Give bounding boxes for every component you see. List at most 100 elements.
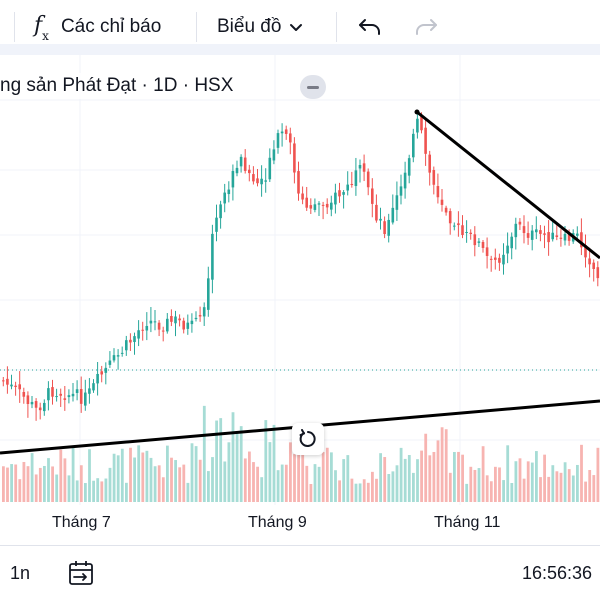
candle-body [170, 316, 173, 322]
volume-bar [223, 461, 227, 502]
redo-icon[interactable] [413, 14, 439, 40]
candle-body [227, 189, 231, 195]
volume-bar [34, 474, 38, 502]
indicators-button[interactable]: fx Các chỉ báo [34, 0, 161, 54]
candle-body [47, 388, 50, 401]
candle-body [453, 225, 456, 227]
candle-body [576, 233, 579, 236]
candle-body [112, 355, 116, 361]
volume-bar [6, 467, 9, 502]
candlesticks [2, 110, 600, 421]
candle-body [166, 318, 169, 332]
chart-type-button[interactable]: Biểu đồ [217, 0, 303, 54]
volume-bar [207, 471, 210, 502]
volume-bar [166, 445, 169, 502]
candle-body [580, 232, 583, 248]
volume-bar [55, 474, 59, 502]
volume-bar [264, 420, 268, 502]
volume-bar [362, 479, 366, 502]
volume-bar [47, 458, 50, 502]
candle-body [362, 163, 366, 172]
volume-bar [342, 459, 346, 502]
candle-body [211, 233, 214, 280]
chevron-down-icon [290, 24, 303, 31]
volume-bar [510, 483, 514, 502]
volume-bar [71, 445, 75, 502]
volume-bar [84, 483, 87, 502]
volume-bar [272, 424, 276, 502]
date-range-icon[interactable] [66, 558, 96, 588]
candle-body [133, 336, 136, 343]
candle-body [473, 234, 477, 246]
candle-body [469, 232, 472, 234]
candle-body [120, 352, 124, 354]
candle-body [75, 389, 79, 394]
candle-body [305, 197, 308, 208]
candle-body [67, 395, 71, 398]
volume-bar [563, 462, 567, 502]
volume-bar [260, 477, 264, 502]
candle-body [239, 156, 243, 167]
volume-bar [219, 418, 223, 502]
candle-body [10, 384, 13, 387]
candle-body [108, 360, 112, 365]
candle-body [563, 233, 567, 241]
volume-bar [539, 477, 542, 502]
trend-line-upper [416, 110, 600, 260]
range-button[interactable]: 1n [10, 563, 31, 583]
volume-bar [227, 442, 231, 502]
candle-body [248, 169, 251, 174]
candle-body [432, 170, 436, 185]
volume-bar [182, 464, 186, 502]
candle-body [63, 398, 67, 400]
candle-body [481, 241, 485, 248]
volume-bar [432, 451, 436, 502]
candle-body [186, 322, 190, 329]
volume-bar [481, 446, 485, 502]
candle-body [489, 258, 493, 260]
reset-chart-button[interactable] [292, 423, 324, 455]
volume-bar [551, 465, 555, 502]
volume-bar [522, 478, 526, 502]
candle-body [457, 223, 460, 226]
volume-bar [161, 477, 165, 502]
candle-body [354, 170, 358, 187]
volume-bar [366, 482, 370, 502]
candle-body [522, 226, 526, 234]
chart-type-label: Biểu đồ [217, 16, 282, 37]
volume-bar [178, 467, 182, 502]
volume-bar [530, 462, 534, 502]
volume-bar [571, 475, 575, 502]
candle-body [297, 171, 300, 194]
volume-bar [248, 451, 251, 502]
volume-bar [588, 470, 592, 502]
volume-bar [485, 475, 489, 502]
toolbar-separator [196, 12, 197, 42]
volume-bar [371, 471, 374, 502]
volume-bar [2, 466, 5, 502]
volume-bar [498, 467, 501, 502]
candle-body [178, 318, 181, 321]
volume-bar [334, 470, 337, 502]
volume-bar [186, 482, 190, 502]
volume-bar [473, 469, 477, 502]
candle-body [264, 180, 267, 182]
candle-body [391, 207, 395, 223]
candle-body [403, 172, 407, 189]
collapse-legend-button[interactable] [300, 75, 326, 99]
candle-body [190, 320, 194, 325]
candle-body [252, 174, 255, 182]
candle-body [539, 230, 542, 234]
candle-body [149, 320, 153, 324]
candle-body [268, 157, 272, 180]
volume-bar [395, 465, 399, 502]
undo-icon[interactable] [357, 14, 383, 40]
volume-bar [387, 474, 391, 502]
price-chart[interactable] [0, 55, 600, 545]
symbol-title[interactable]: ng sản Phát Đạt · 1D · HSX [0, 73, 238, 99]
volume-bar [88, 449, 91, 502]
candle-body [379, 218, 382, 221]
volume-bar [592, 475, 596, 502]
volume-bar [243, 458, 247, 502]
candle-body [334, 192, 337, 205]
